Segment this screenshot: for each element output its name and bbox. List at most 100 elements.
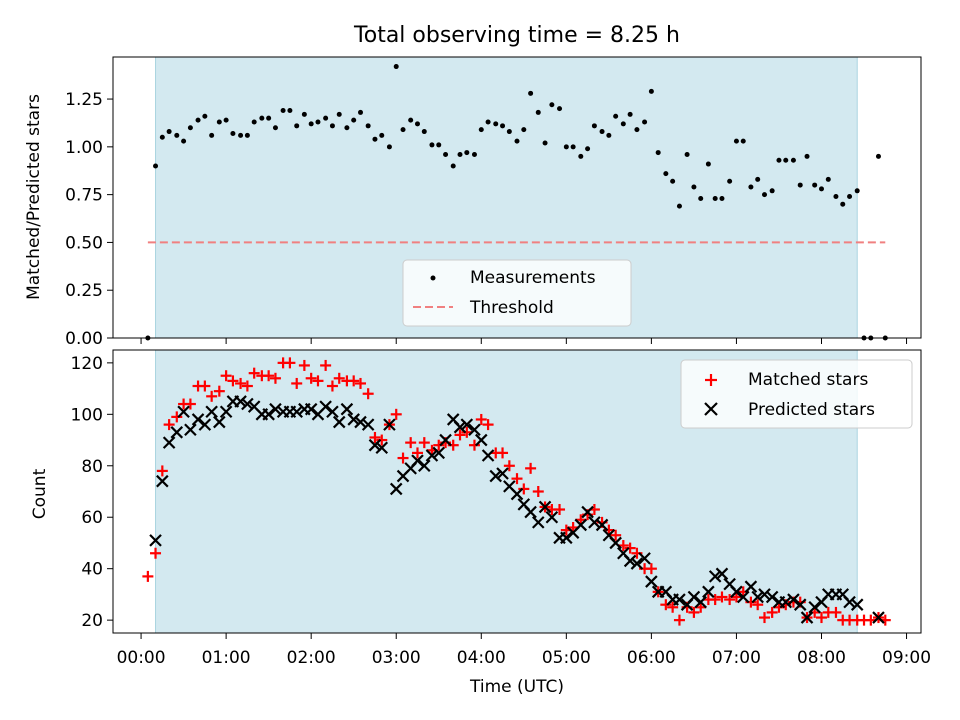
measurement-point	[599, 129, 605, 135]
predicted-star-point	[368, 438, 382, 452]
measurement-point	[443, 151, 449, 157]
predicted-star-point	[744, 580, 758, 593]
bottom-y-tick-label: 60	[81, 508, 103, 528]
predicted-star-point	[177, 405, 190, 419]
measurement-point	[294, 123, 300, 129]
bottom-x-tick-label: 02:00	[287, 648, 336, 668]
matched-star-point	[645, 563, 657, 575]
bottom-x-tick-label: 05:00	[542, 648, 591, 668]
predicted-star-point	[304, 402, 318, 416]
matched-star-point	[411, 447, 423, 459]
measurement-point	[266, 115, 272, 121]
bottom-x-tick-label: 03:00	[372, 648, 421, 668]
predicted-star-point	[432, 446, 446, 460]
measurement-point	[655, 150, 661, 156]
measurement-point	[429, 142, 435, 148]
measurement-point	[379, 132, 385, 138]
measurement-point	[301, 111, 307, 117]
top-x-ticks	[140, 338, 908, 344]
predicted-star-point	[460, 418, 474, 431]
top-y-tick-label: 0.00	[65, 329, 103, 349]
top-panel: 0.00 0.25 0.50 0.75 1.00 1.25 Matched/Predict…	[24, 56, 922, 349]
top-y-tick-label: 0.50	[65, 233, 103, 253]
measurement-point	[812, 182, 818, 188]
predicted-star-point	[524, 505, 537, 519]
matched-stars-points	[142, 357, 891, 626]
predicted-star-point	[560, 531, 573, 545]
predicted-star-point	[694, 595, 707, 609]
measurement-point	[174, 132, 180, 138]
measurement-point	[329, 123, 335, 129]
measurement-point	[506, 129, 512, 135]
measurement-point	[436, 142, 442, 148]
bottom-x-tick-label: 07:00	[712, 648, 761, 668]
top-y-tick-label: 1.00	[65, 138, 103, 158]
predicted-stars-points	[149, 395, 885, 624]
matched-star-point	[326, 380, 338, 392]
matched-star-point	[171, 411, 183, 423]
top-y-tick-label: 0.25	[65, 281, 103, 301]
measurement-point	[238, 132, 244, 138]
bottom-y-tick-label: 120	[71, 354, 103, 374]
measurement-point	[244, 132, 250, 138]
measurement-point	[663, 171, 669, 177]
predicted-star-point	[453, 420, 467, 434]
measurement-point	[400, 127, 406, 133]
legend-measurements-label: Measurements	[470, 268, 596, 288]
matched-star-point	[156, 465, 168, 477]
bottom-x-tick-label: 09:00	[882, 648, 931, 668]
measurement-point	[421, 129, 427, 135]
predicted-star-point	[319, 400, 332, 413]
predicted-star-point	[850, 598, 864, 611]
predicted-star-point	[793, 598, 807, 611]
matched-star-point	[418, 437, 430, 449]
bottom-y-tick-label: 80	[81, 457, 103, 477]
measurement-point	[493, 121, 499, 127]
bottom-y-tick-label: 40	[81, 560, 103, 580]
matched-star-point	[206, 390, 218, 402]
predicted-star-point	[170, 426, 184, 439]
predicted-star-point	[184, 423, 197, 437]
predicted-star-point	[687, 590, 701, 604]
predicted-star-point	[332, 415, 346, 429]
matched-star-point	[312, 375, 324, 387]
measurement-point	[591, 123, 597, 129]
measurement-point	[457, 151, 463, 157]
matched-star-point	[716, 591, 728, 603]
measurement-point	[344, 125, 350, 131]
predicted-star-point	[758, 588, 771, 601]
measurement-point	[705, 161, 711, 167]
matched-star-point	[248, 367, 260, 379]
matched-star-point	[759, 612, 771, 624]
measurement-point	[613, 113, 619, 119]
measurement-point	[308, 121, 314, 127]
predicted-star-point	[262, 408, 275, 421]
measurement-point	[627, 111, 633, 117]
bottom-x-tick-label: 08:00	[797, 648, 846, 668]
legend-measurement-marker	[430, 275, 436, 281]
measurement-point	[854, 188, 860, 194]
predicted-star-point	[609, 536, 622, 550]
measurement-point	[280, 108, 286, 114]
matched-star-point	[369, 431, 381, 443]
matched-star-point	[263, 370, 275, 382]
measurement-point	[372, 136, 378, 142]
top-y-tick-label: 1.25	[65, 90, 103, 110]
matched-star-point	[667, 601, 679, 613]
measurement-point	[315, 119, 321, 125]
matched-star-point	[724, 594, 736, 606]
predicted-star-point	[290, 405, 303, 419]
bottom-x-tick-label: 06:00	[627, 648, 676, 668]
measurement-point	[719, 195, 725, 201]
top-y-label: Matched/Predicted stars	[24, 94, 44, 300]
matched-star-point	[305, 372, 317, 384]
measurement-point	[500, 123, 506, 129]
matched-star-point	[518, 483, 530, 495]
matched-star-point	[390, 408, 402, 420]
matched-star-point	[624, 542, 636, 554]
matched-star-point	[454, 429, 466, 441]
measurement-point	[563, 144, 569, 150]
matched-star-point	[511, 473, 523, 485]
measurement-point	[755, 176, 761, 182]
matched-star-point	[815, 612, 827, 624]
